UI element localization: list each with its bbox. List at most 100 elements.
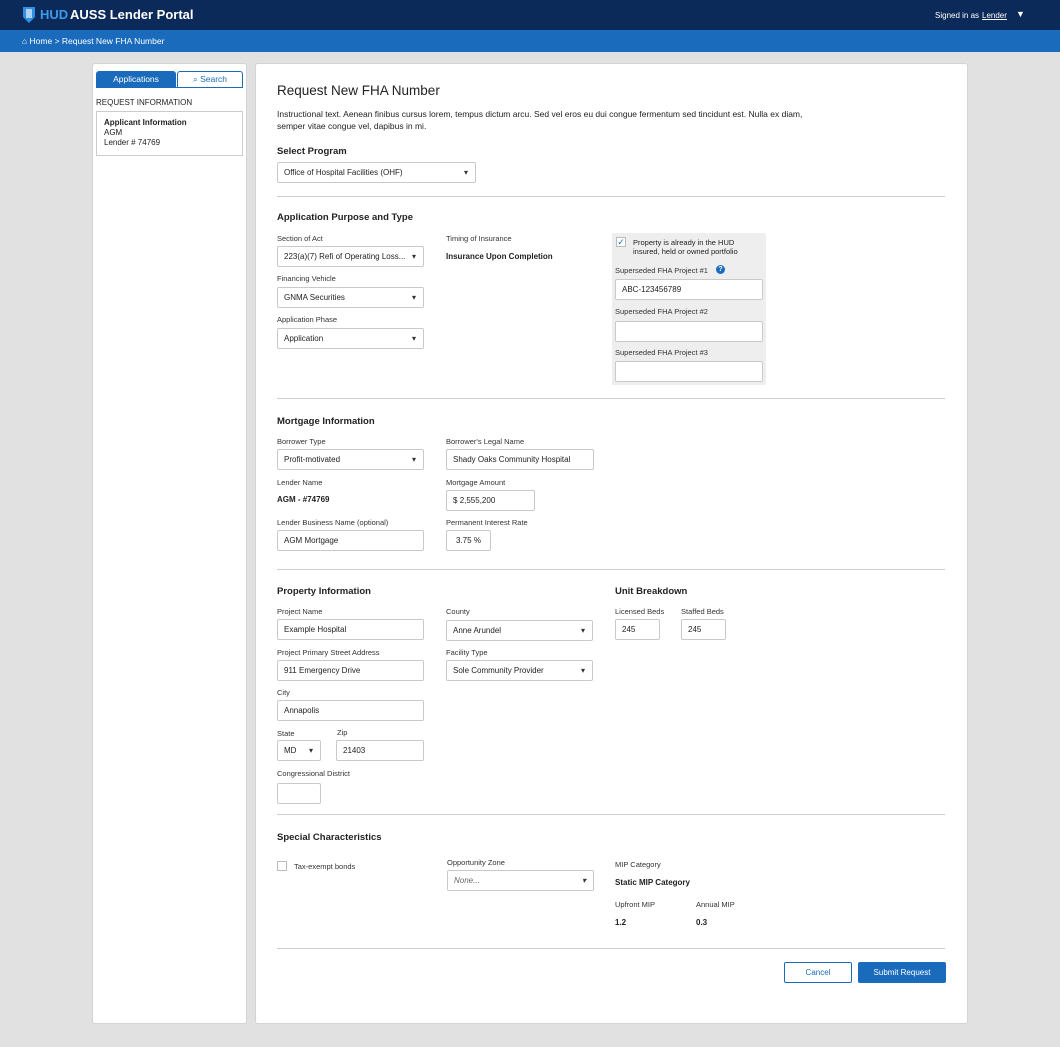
mip-category-value: Static MIP Category xyxy=(615,878,690,887)
portfolio-checkbox[interactable]: ✓ xyxy=(616,237,626,247)
tax-exempt-checkbox[interactable] xyxy=(277,861,287,871)
county-label: County xyxy=(446,607,470,616)
mortgage-amount-label: Mortgage Amount xyxy=(446,478,506,487)
zip-label: Zip xyxy=(337,728,348,737)
divider xyxy=(277,569,945,570)
timing-value: Insurance Upon Completion xyxy=(446,252,553,261)
sidebar: Applications ⌕ Search REQUEST INFORMATIO… xyxy=(92,63,247,1024)
portfolio-label: Property is already in the HUD insured, … xyxy=(633,238,738,256)
mortgage-amount-input[interactable]: $ 2,555,200 xyxy=(446,490,535,511)
financing-vehicle-label: Financing Vehicle xyxy=(277,274,336,283)
interest-rate-value: 3.75 xyxy=(456,536,472,545)
superseded-2-label: Superseded FHA Project #2 xyxy=(615,307,708,316)
tab-divider xyxy=(96,87,243,88)
superseded-2-input[interactable] xyxy=(615,321,763,342)
lender-name-value: AGM - #74769 xyxy=(277,495,330,504)
special-heading: Special Characteristics xyxy=(277,832,382,843)
district-input[interactable] xyxy=(277,783,321,804)
divider xyxy=(277,398,945,399)
top-header: HUD AUSS Lender Portal Signed in as Lend… xyxy=(0,0,1060,30)
property-heading: Property Information xyxy=(277,586,371,597)
application-phase-label: Application Phase xyxy=(277,315,338,324)
business-name-label: Lender Business Name (optional) xyxy=(277,518,389,527)
superseded-1-input[interactable]: ABC-123456789 xyxy=(615,279,763,300)
tax-exempt-label: Tax-exempt bonds xyxy=(294,862,356,871)
portfolio-box xyxy=(612,233,766,385)
annual-mip-value: 0.3 xyxy=(696,918,708,927)
superseded-3-input[interactable] xyxy=(615,361,763,382)
applicant-card[interactable]: Applicant Information AGM Lender # 74769 xyxy=(96,111,243,156)
financing-vehicle-select[interactable]: GNMA Securities xyxy=(277,287,424,308)
signed-in-text: Signed in as xyxy=(935,11,980,20)
staffed-beds-label: Staffed Beds xyxy=(681,607,724,616)
zip-input[interactable]: 21403 xyxy=(336,740,424,761)
superseded-3-label: Superseded FHA Project #3 xyxy=(615,348,708,357)
county-select[interactable]: Anne Arundel xyxy=(446,620,593,641)
facility-type-select[interactable]: Sole Community Provider xyxy=(446,660,593,681)
address-label: Project Primary Street Address xyxy=(277,648,380,657)
interest-rate-label: Permanent Interest Rate xyxy=(446,518,528,527)
help-icon[interactable]: ? xyxy=(716,265,725,274)
breadcrumb: ⌂ Home > Request New FHA Number xyxy=(0,30,1060,52)
business-name-input[interactable]: AGM Mortgage xyxy=(277,530,424,551)
hud-shield-logo-icon xyxy=(23,7,35,23)
tab-search[interactable]: ⌕ Search xyxy=(177,71,243,88)
tab-applications[interactable]: Applications xyxy=(96,71,176,88)
borrower-type-label: Borrower Type xyxy=(277,437,326,446)
interest-rate-input[interactable]: 3.75 % xyxy=(446,530,491,551)
divider xyxy=(277,948,945,949)
page-title: Request New FHA Number xyxy=(277,83,440,98)
project-name-label: Project Name xyxy=(277,607,323,616)
lender-name-label: Lender Name xyxy=(277,478,323,487)
city-label: City xyxy=(277,688,290,697)
superseded-1-label: Superseded FHA Project #1 xyxy=(615,266,708,275)
legal-name-label: Borrower's Legal Name xyxy=(446,437,525,446)
divider xyxy=(277,196,945,197)
section-heading: REQUEST INFORMATION xyxy=(96,98,193,107)
address-input[interactable]: 911 Emergency Drive xyxy=(277,660,424,681)
opportunity-zone-label: Opportunity Zone xyxy=(447,858,505,867)
breadcrumb-current: > Request New FHA Number xyxy=(54,36,165,46)
card-line2: Lender # 74769 xyxy=(104,138,161,147)
user-menu[interactable]: Lender xyxy=(982,11,1007,20)
program-heading: Select Program xyxy=(277,146,347,157)
currency-symbol: $ xyxy=(453,496,458,505)
breadcrumb-home[interactable]: Home xyxy=(29,36,53,46)
cancel-button[interactable]: Cancel xyxy=(784,962,852,983)
mortgage-heading: Mortgage Information xyxy=(277,416,375,427)
licensed-beds-input[interactable]: 245 xyxy=(615,619,660,640)
tab-search-label: Search xyxy=(200,74,228,84)
state-label: State xyxy=(277,729,295,738)
opportunity-zone-select[interactable]: None... xyxy=(447,870,594,891)
facility-type-label: Facility Type xyxy=(446,648,488,657)
search-icon: ⌕ xyxy=(192,74,198,84)
borrower-type-select[interactable]: Profit-motivated xyxy=(277,449,424,470)
section-of-act-select[interactable]: 223(a)(7) Refi of Operating Loss... xyxy=(277,246,424,267)
card-line1: AGM xyxy=(104,128,123,137)
app-title: AUSS Lender Portal xyxy=(70,7,194,22)
city-input[interactable]: Annapolis xyxy=(277,700,424,721)
program-select[interactable]: Office of Hospital Facilities (OHF) xyxy=(277,162,476,183)
legal-name-input[interactable]: Shady Oaks Community Hospital xyxy=(446,449,594,470)
brand-hud: HUD xyxy=(40,7,69,22)
annual-mip-label: Annual MIP xyxy=(696,900,735,909)
state-select[interactable]: MD xyxy=(277,740,321,761)
percent-symbol: % xyxy=(473,536,481,545)
staffed-beds-input[interactable]: 245 xyxy=(681,619,726,640)
project-name-input[interactable]: Example Hospital xyxy=(277,619,424,640)
upfront-mip-label: Upfront MIP xyxy=(615,900,656,909)
home-icon: ⌂ xyxy=(22,36,28,46)
timing-label: Timing of Insurance xyxy=(446,234,512,243)
purpose-heading: Application Purpose and Type xyxy=(277,212,414,223)
mortgage-amount-value: 2,555,200 xyxy=(459,496,496,505)
mip-category-label: MIP Category xyxy=(615,860,661,869)
unit-breakdown-heading: Unit Breakdown xyxy=(615,586,688,597)
chevron-down-icon[interactable]: ▼ xyxy=(1016,9,1025,19)
upfront-mip-value: 1.2 xyxy=(615,918,627,927)
application-phase-select[interactable]: Application xyxy=(277,328,424,349)
submit-request-button[interactable]: Submit Request xyxy=(858,962,946,983)
divider xyxy=(277,814,945,815)
instructions: Instructional text. Aenean finibus cursu… xyxy=(277,109,803,131)
district-label: Congressional District xyxy=(277,769,350,778)
card-title: Applicant Information xyxy=(104,118,187,127)
